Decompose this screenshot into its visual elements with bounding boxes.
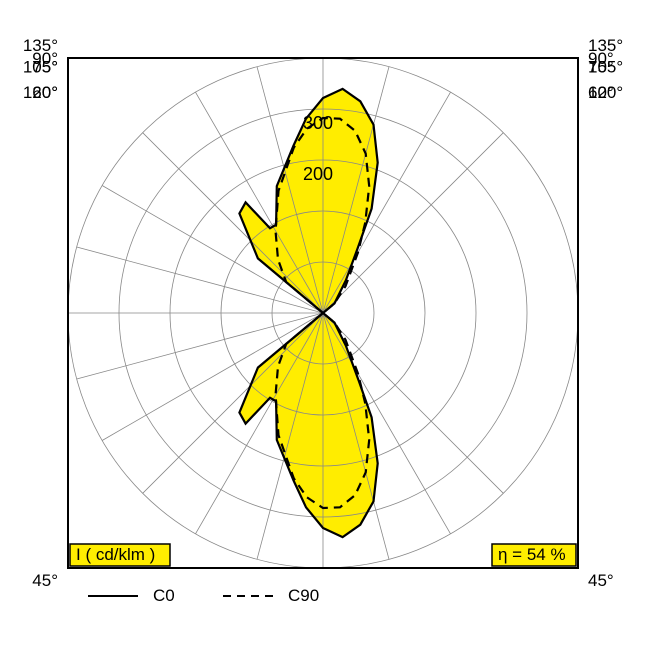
angle-label-left: 45° [32, 571, 58, 590]
angle-label-right: 75° [588, 58, 614, 77]
polar-chart: 135°135°120°120°105°105°90°90°75°75°60°6… [0, 0, 650, 650]
radial-label: 300 [303, 113, 333, 133]
radial-label: 200 [303, 164, 333, 184]
unit-label: I ( cd/klm ) [76, 545, 155, 564]
angle-label-right: 45° [588, 571, 614, 590]
legend-label-c90: C90 [288, 586, 319, 605]
angle-label-right: 60° [588, 83, 614, 102]
efficiency-label: η = 54 % [498, 545, 566, 564]
angle-label-left: 60° [32, 83, 58, 102]
legend-label-c0: C0 [153, 586, 175, 605]
angle-label-left: 75° [32, 58, 58, 77]
